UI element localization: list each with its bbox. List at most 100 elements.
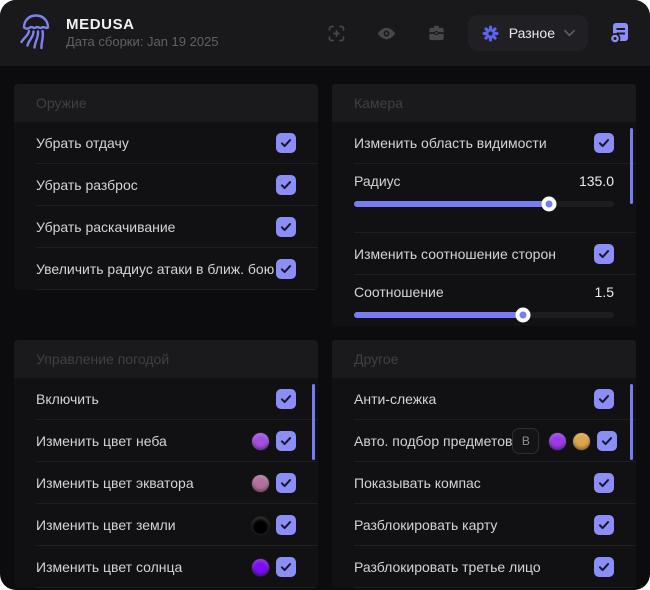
option-row: Показывать компас [332, 462, 636, 504]
slider-label: Соотношение [354, 284, 444, 300]
visibility-eye-icon[interactable] [376, 22, 398, 44]
slider-row: Соотношение 1.5 [332, 275, 636, 326]
row-controls [276, 389, 296, 409]
row-controls [252, 473, 296, 493]
option-row: Разблокировать третье лицо [332, 546, 636, 588]
slider-fill [354, 201, 549, 207]
option-label: Увеличить радиус атаки в ближ. бою [36, 261, 275, 277]
top-bar: MEDUSA Дата сборки: Jan 19 2025 [0, 0, 650, 66]
section-title: Управление погодой [14, 340, 318, 378]
checkbox[interactable] [276, 515, 296, 535]
option-row: Включить [14, 378, 318, 420]
option-label: Показывать компас [354, 475, 481, 491]
checkbox[interactable] [594, 473, 614, 493]
option-label: Авто. подбор предметов [354, 433, 513, 449]
option-label: Изменить цвет экватора [36, 475, 194, 491]
option-label: Включить [36, 391, 99, 407]
row-controls [594, 133, 614, 153]
checkbox[interactable] [276, 175, 296, 195]
checkbox[interactable] [276, 473, 296, 493]
option-row: Анти-слежка [332, 378, 636, 420]
fov-target-icon[interactable] [326, 22, 348, 44]
color-swatch[interactable] [573, 432, 591, 450]
row-controls [594, 557, 614, 577]
option-row: Убрать отдачу [14, 122, 318, 164]
title-block: MEDUSA Дата сборки: Jan 19 2025 [66, 16, 219, 50]
toolbar [326, 22, 448, 44]
option-label: Убрать разброс [36, 177, 138, 193]
option-label: Анти-слежка [354, 391, 437, 407]
row-controls [276, 259, 296, 279]
slider-value: 135.0 [578, 173, 614, 189]
checkbox[interactable] [276, 259, 296, 279]
section-scrollbar[interactable] [630, 384, 633, 460]
checkbox[interactable] [276, 133, 296, 153]
option-label: Разблокировать третье лицо [354, 559, 541, 575]
option-label: Разблокировать карту [354, 517, 498, 533]
option-row: Разблокировать карту [332, 504, 636, 546]
row-controls [252, 515, 296, 535]
option-row: Изменить цвет экватора [14, 462, 318, 504]
row-controls: B [512, 428, 618, 454]
checkbox[interactable] [594, 515, 614, 535]
slider-value: 1.5 [594, 284, 614, 300]
checkbox[interactable] [276, 431, 296, 451]
slider-label: Радиус [354, 173, 401, 189]
slider-track[interactable] [354, 196, 614, 212]
option-row: Изменить область видимости [332, 122, 636, 164]
checkbox[interactable] [594, 133, 614, 153]
slider-track[interactable] [354, 307, 614, 323]
app-title: MEDUSA [66, 16, 135, 33]
section-title: Камера [332, 84, 636, 122]
slider-knob[interactable] [541, 196, 557, 212]
section-other: Другое Анти-слежка Авто. подбор предметов… [332, 340, 636, 588]
section-scrollbar[interactable] [312, 384, 315, 460]
row-controls [594, 389, 614, 409]
color-swatch[interactable] [549, 432, 567, 450]
slider-row: Радиус 135.0 [332, 164, 636, 233]
option-row: Убрать раскачивание [14, 206, 318, 248]
gear-icon [482, 25, 499, 41]
option-row: Авто. подбор предметов B [332, 420, 636, 462]
option-label: Изменить цвет земли [36, 517, 176, 533]
chevron-down-icon [564, 29, 575, 37]
section-weather: Управление погодой Включить Изменить цвет… [14, 340, 318, 588]
option-label: Изменить область видимости [354, 135, 547, 151]
row-controls [252, 557, 296, 577]
inventory-case-icon[interactable] [426, 22, 448, 44]
option-label: Изменить соотношение сторон [354, 246, 556, 262]
color-swatch[interactable] [252, 432, 269, 450]
checkbox[interactable] [594, 389, 614, 409]
checkbox[interactable] [276, 557, 296, 577]
section-camera: Камера Изменить область видимости Радиус 1… [332, 84, 636, 326]
option-label: Изменить цвет солнца [36, 559, 183, 575]
option-label: Убрать раскачивание [36, 219, 176, 235]
option-label: Изменить цвет неба [36, 433, 167, 449]
checkbox[interactable] [276, 217, 296, 237]
color-swatch[interactable] [252, 474, 269, 492]
category-dropdown-label: Разное [508, 25, 555, 41]
option-row: Изменить цвет земли [14, 504, 318, 546]
checkbox[interactable] [594, 244, 614, 264]
section-title: Оружие [14, 84, 318, 122]
checkbox[interactable] [597, 431, 618, 451]
script-list-icon[interactable] [606, 19, 634, 47]
color-swatch[interactable] [252, 558, 269, 576]
row-controls [594, 473, 614, 493]
option-row: Увеличить радиус атаки в ближ. бою [14, 248, 318, 290]
slider-knob[interactable] [515, 307, 531, 323]
row-controls [594, 515, 614, 535]
color-swatch[interactable] [252, 516, 269, 534]
section-scrollbar[interactable] [630, 128, 633, 204]
category-dropdown[interactable]: Разное [467, 15, 588, 51]
slider-fill [354, 312, 523, 318]
section-weapon: Оружие Убрать отдачу Убрать разброс Убрать… [14, 84, 318, 290]
keybind-badge[interactable]: B [512, 428, 540, 454]
row-controls [276, 217, 296, 237]
checkbox[interactable] [594, 557, 614, 577]
jellyfish-logo-icon [20, 14, 50, 50]
option-label: Убрать отдачу [36, 135, 129, 151]
checkbox[interactable] [276, 389, 296, 409]
row-controls [276, 175, 296, 195]
